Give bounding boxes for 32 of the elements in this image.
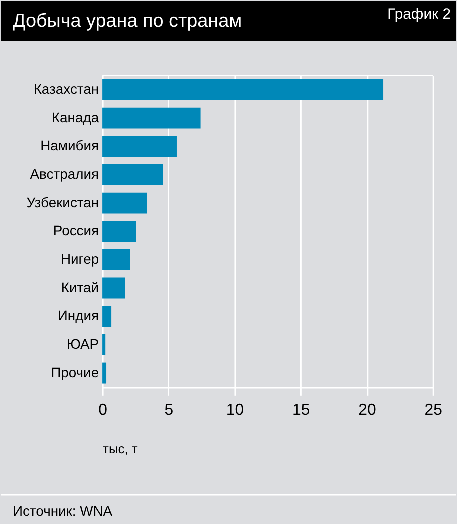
x-tick-label: 15 [292, 402, 310, 419]
y-tick-label: Канада [52, 109, 100, 126]
y-tick-label: Узбекистан [26, 194, 100, 210]
x-tick-label: 25 [424, 402, 443, 419]
x-tick-label: 5 [164, 402, 174, 419]
bar [102, 334, 106, 356]
bar [102, 278, 126, 299]
chart-title: Добыча урана по странам [12, 11, 242, 32]
bar [102, 192, 148, 214]
bar [102, 362, 107, 384]
y-tick-label: Россия [53, 222, 100, 239]
bar [102, 306, 112, 328]
y-tick-label: Нигер [60, 250, 100, 267]
x-tick-label: 0 [98, 402, 108, 419]
x-axis-title: тыс, т [103, 442, 138, 457]
text: График 2 [388, 6, 452, 24]
y-tick-label: Индия [58, 308, 100, 324]
y-tick-label: Австралия [30, 166, 100, 182]
x-tick-label: 20 [358, 402, 376, 419]
y-tick-label: Китай [61, 279, 100, 296]
bar [102, 80, 384, 100]
bar [102, 108, 201, 129]
y-tick-label: Казахстан [34, 80, 100, 97]
y-tick-label: Прочие [51, 364, 100, 380]
y-tick-label: ЮАР [66, 336, 100, 352]
bar [102, 221, 136, 242]
text: Источник: WNA [12, 502, 114, 519]
bar [102, 136, 177, 158]
bar [102, 164, 164, 186]
y-tick-label: Намибия [40, 138, 100, 154]
bar [102, 249, 130, 270]
x-tick-label: 10 [226, 402, 244, 419]
